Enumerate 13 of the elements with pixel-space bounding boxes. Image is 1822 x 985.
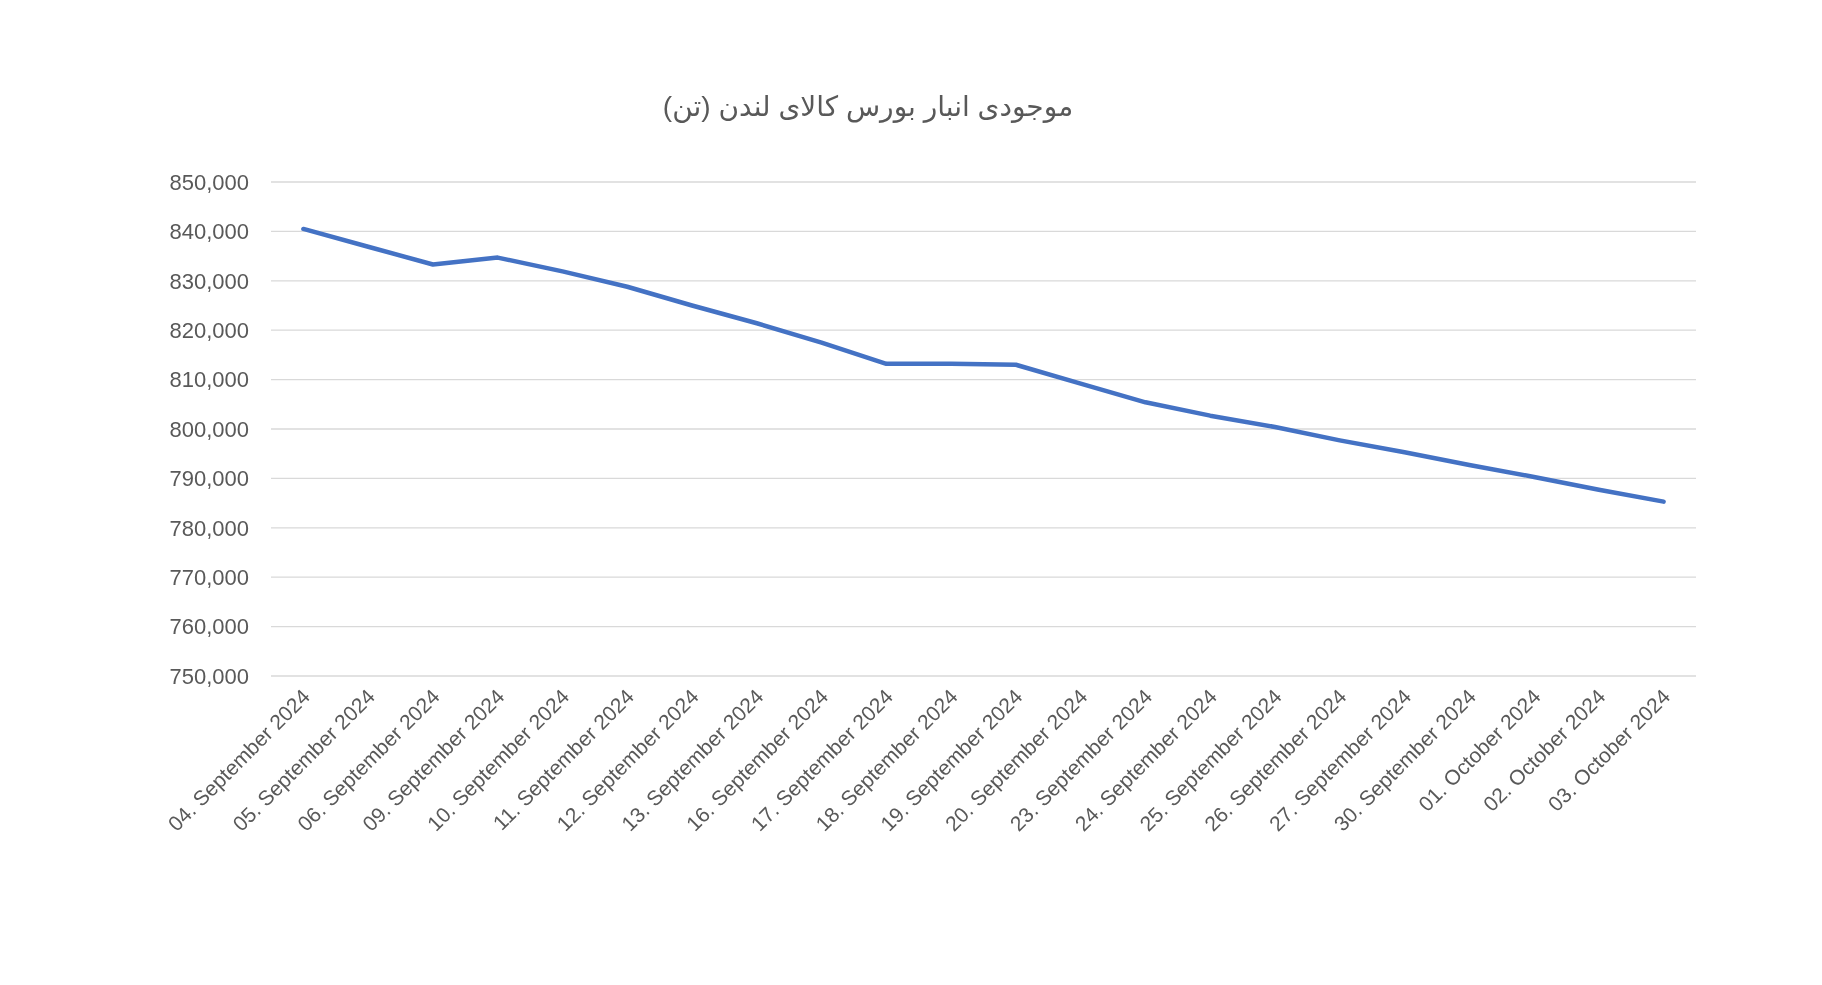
y-tick-label: 820,000 <box>169 317 249 343</box>
y-tick-label: 750,000 <box>169 663 249 689</box>
y-tick-label: 850,000 <box>169 169 249 195</box>
y-tick-label: 790,000 <box>169 466 249 492</box>
y-tick-label: 780,000 <box>169 515 249 541</box>
chart-title: موجودی انبار بورس کالای لندن (تن) <box>662 91 1074 123</box>
y-tick-label: 830,000 <box>169 268 249 294</box>
y-tick-label: 840,000 <box>169 219 249 245</box>
y-tick-label: 770,000 <box>169 564 249 590</box>
y-tick-label: 810,000 <box>169 367 249 393</box>
y-tick-label: 760,000 <box>169 614 249 640</box>
y-tick-label: 800,000 <box>169 416 249 442</box>
line-series <box>301 226 1666 504</box>
